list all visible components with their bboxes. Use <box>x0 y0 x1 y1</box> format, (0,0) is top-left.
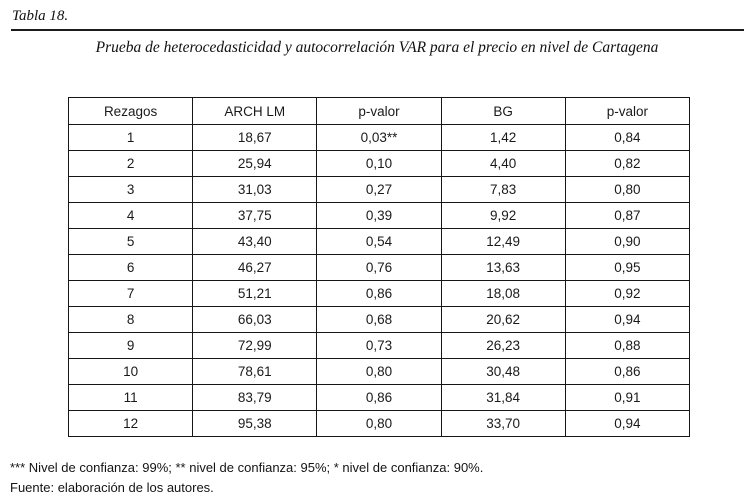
table-number-label: Tabla 18. <box>12 8 69 24</box>
table-cell: 11 <box>67 384 194 411</box>
table-cell: 37,75 <box>192 202 318 229</box>
column-header-bg: BG <box>440 97 566 125</box>
table-cell: 0,39 <box>316 202 442 229</box>
table-cell: 66,03 <box>192 306 318 333</box>
table-cell: 1,42 <box>440 124 566 151</box>
table-cell: 0,76 <box>316 254 442 281</box>
table-cell: 1 <box>67 124 194 151</box>
table-cell: 0,92 <box>564 280 691 307</box>
table-cell: 46,27 <box>192 254 318 281</box>
table-cell: 12 <box>67 410 194 437</box>
table-cell: 10 <box>67 358 194 385</box>
table-cell: 0,94 <box>564 306 691 333</box>
table-cell: 9,92 <box>440 202 566 229</box>
header-row: Rezagos ARCH LM p-valor BG p-valor <box>67 97 691 125</box>
table-row: 9 72,99 0,73 26,23 0,88 <box>67 332 691 359</box>
table-cell: 8 <box>67 306 194 333</box>
table-cell: 12,49 <box>440 228 566 255</box>
table-row: 5 43,40 0,54 12,49 0,90 <box>67 228 691 255</box>
results-table: Rezagos ARCH LM p-valor BG p-valor 1 18,6… <box>67 97 691 437</box>
horizontal-rule <box>11 29 744 31</box>
table-cell: 26,23 <box>440 332 566 359</box>
table-row: 1 18,67 0,03** 1,42 0,84 <box>67 124 691 151</box>
table-cell: 0,87 <box>564 202 691 229</box>
table-row: 4 37,75 0,39 9,92 0,87 <box>67 202 691 229</box>
table-row: 6 46,27 0,76 13,63 0,95 <box>67 254 691 281</box>
table-cell: 95,38 <box>192 410 318 437</box>
table-cell: 0,27 <box>316 176 442 203</box>
table-cell: 20,62 <box>440 306 566 333</box>
table-title: Prueba de heterocedasticidad y autocorre… <box>95 39 659 56</box>
table-body: 1 18,67 0,03** 1,42 0,84 2 25,94 0,10 4,40 0,82 3 3… <box>67 124 691 437</box>
table-cell: 2 <box>67 150 194 177</box>
table-cell: 0,86 <box>316 384 442 411</box>
table-row: 8 66,03 0,68 20,62 0,94 <box>67 306 691 333</box>
table-cell: 7 <box>67 280 194 307</box>
table-cell: 5 <box>67 228 194 255</box>
table-cell: 0,80 <box>316 358 442 385</box>
column-header-p-valor-2: p-valor <box>564 97 691 125</box>
table-cell: 0,86 <box>316 280 442 307</box>
table-cell: 51,21 <box>192 280 318 307</box>
table-cell: 18,67 <box>192 124 318 151</box>
footnote-significance: *** Nivel de confianza: 99%; ** nivel de… <box>10 460 484 475</box>
table-cell: 0,88 <box>564 332 691 359</box>
table-row: 3 31,03 0,27 7,83 0,80 <box>67 176 691 203</box>
table-cell: 0,90 <box>564 228 691 255</box>
table-cell: 31,03 <box>192 176 318 203</box>
table-cell: 0,10 <box>316 150 442 177</box>
column-header-p-valor-1: p-valor <box>316 97 442 125</box>
table-cell: 6 <box>67 254 194 281</box>
table-cell: 0,73 <box>316 332 442 359</box>
table-header: Rezagos ARCH LM p-valor BG p-valor <box>67 97 691 125</box>
column-header-arch-lm: ARCH LM <box>192 97 318 125</box>
table-cell: 0,82 <box>564 150 691 177</box>
table-cell: 3 <box>67 176 194 203</box>
table-cell: 30,48 <box>440 358 566 385</box>
column-header-rezagos: Rezagos <box>67 97 194 125</box>
table-cell: 0,86 <box>564 358 691 385</box>
table-cell: 0,80 <box>316 410 442 437</box>
table-cell: 0,80 <box>564 176 691 203</box>
table-cell: 78,61 <box>192 358 318 385</box>
table-cell: 0,54 <box>316 228 442 255</box>
table-cell: 13,63 <box>440 254 566 281</box>
table-cell: 43,40 <box>192 228 318 255</box>
table-cell: 25,94 <box>192 150 318 177</box>
table-cell: 9 <box>67 332 194 359</box>
table-cell: 0,91 <box>564 384 691 411</box>
table-row: 2 25,94 0,10 4,40 0,82 <box>67 150 691 177</box>
table-cell: 0,94 <box>564 410 691 437</box>
table-cell: 0,03** <box>316 124 442 151</box>
table-cell: 31,84 <box>440 384 566 411</box>
table-row: 12 95,38 0,80 33,70 0,94 <box>67 410 691 437</box>
table-cell: 18,08 <box>440 280 566 307</box>
table-cell: 4,40 <box>440 150 566 177</box>
table-cell: 0,68 <box>316 306 442 333</box>
table-row: 7 51,21 0,86 18,08 0,92 <box>67 280 691 307</box>
footnote-source: Fuente: elaboración de los autores. <box>10 480 214 495</box>
table-cell: 83,79 <box>192 384 318 411</box>
table-cell: 4 <box>67 202 194 229</box>
table-cell: 72,99 <box>192 332 318 359</box>
table-cell: 33,70 <box>440 410 566 437</box>
table-cell: 0,84 <box>564 124 691 151</box>
table-row: 11 83,79 0,86 31,84 0,91 <box>67 384 691 411</box>
table-row: 10 78,61 0,80 30,48 0,86 <box>67 358 691 385</box>
table-cell: 7,83 <box>440 176 566 203</box>
table-cell: 0,95 <box>564 254 691 281</box>
